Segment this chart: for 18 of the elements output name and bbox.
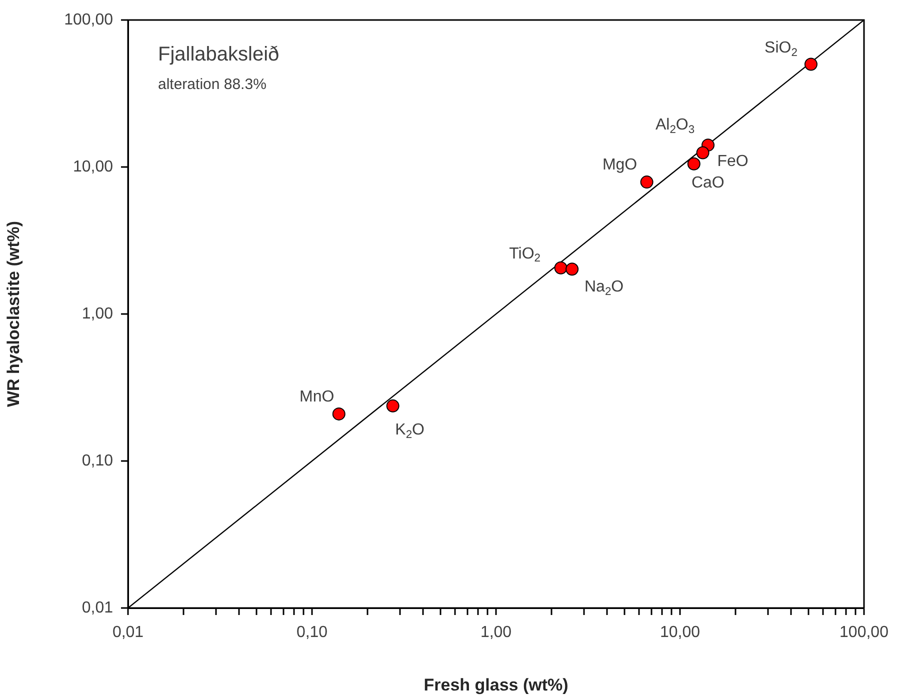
- x-tick-label: 0,10: [296, 624, 328, 642]
- text: alteration 88.3%: [158, 76, 266, 94]
- y-tick-label: 0,01: [82, 599, 114, 616]
- y-axis-title: WR hyaloclastite (wt%): [4, 220, 23, 408]
- x-tick-label: 1,00: [480, 624, 512, 642]
- x-axis-title: Fresh glass (wt%): [424, 675, 568, 694]
- text: Fjallabaksleið: [158, 44, 280, 66]
- x-tick-label: 10,00: [660, 624, 700, 642]
- x-tick-label: 100,00: [840, 624, 889, 642]
- x-tick-label: 0,01: [112, 624, 144, 642]
- annotation: FeO: [717, 153, 748, 170]
- annotation: MgO: [602, 156, 638, 174]
- y-tick-label: 1,00: [82, 305, 114, 322]
- annotation: MnO: [300, 388, 334, 406]
- y-tick-label: 10,00: [72, 158, 114, 176]
- y-tick-label: 0,10: [82, 452, 114, 470]
- y-tick-label: 100,00: [64, 11, 114, 28]
- annotation: CaO: [691, 174, 724, 192]
